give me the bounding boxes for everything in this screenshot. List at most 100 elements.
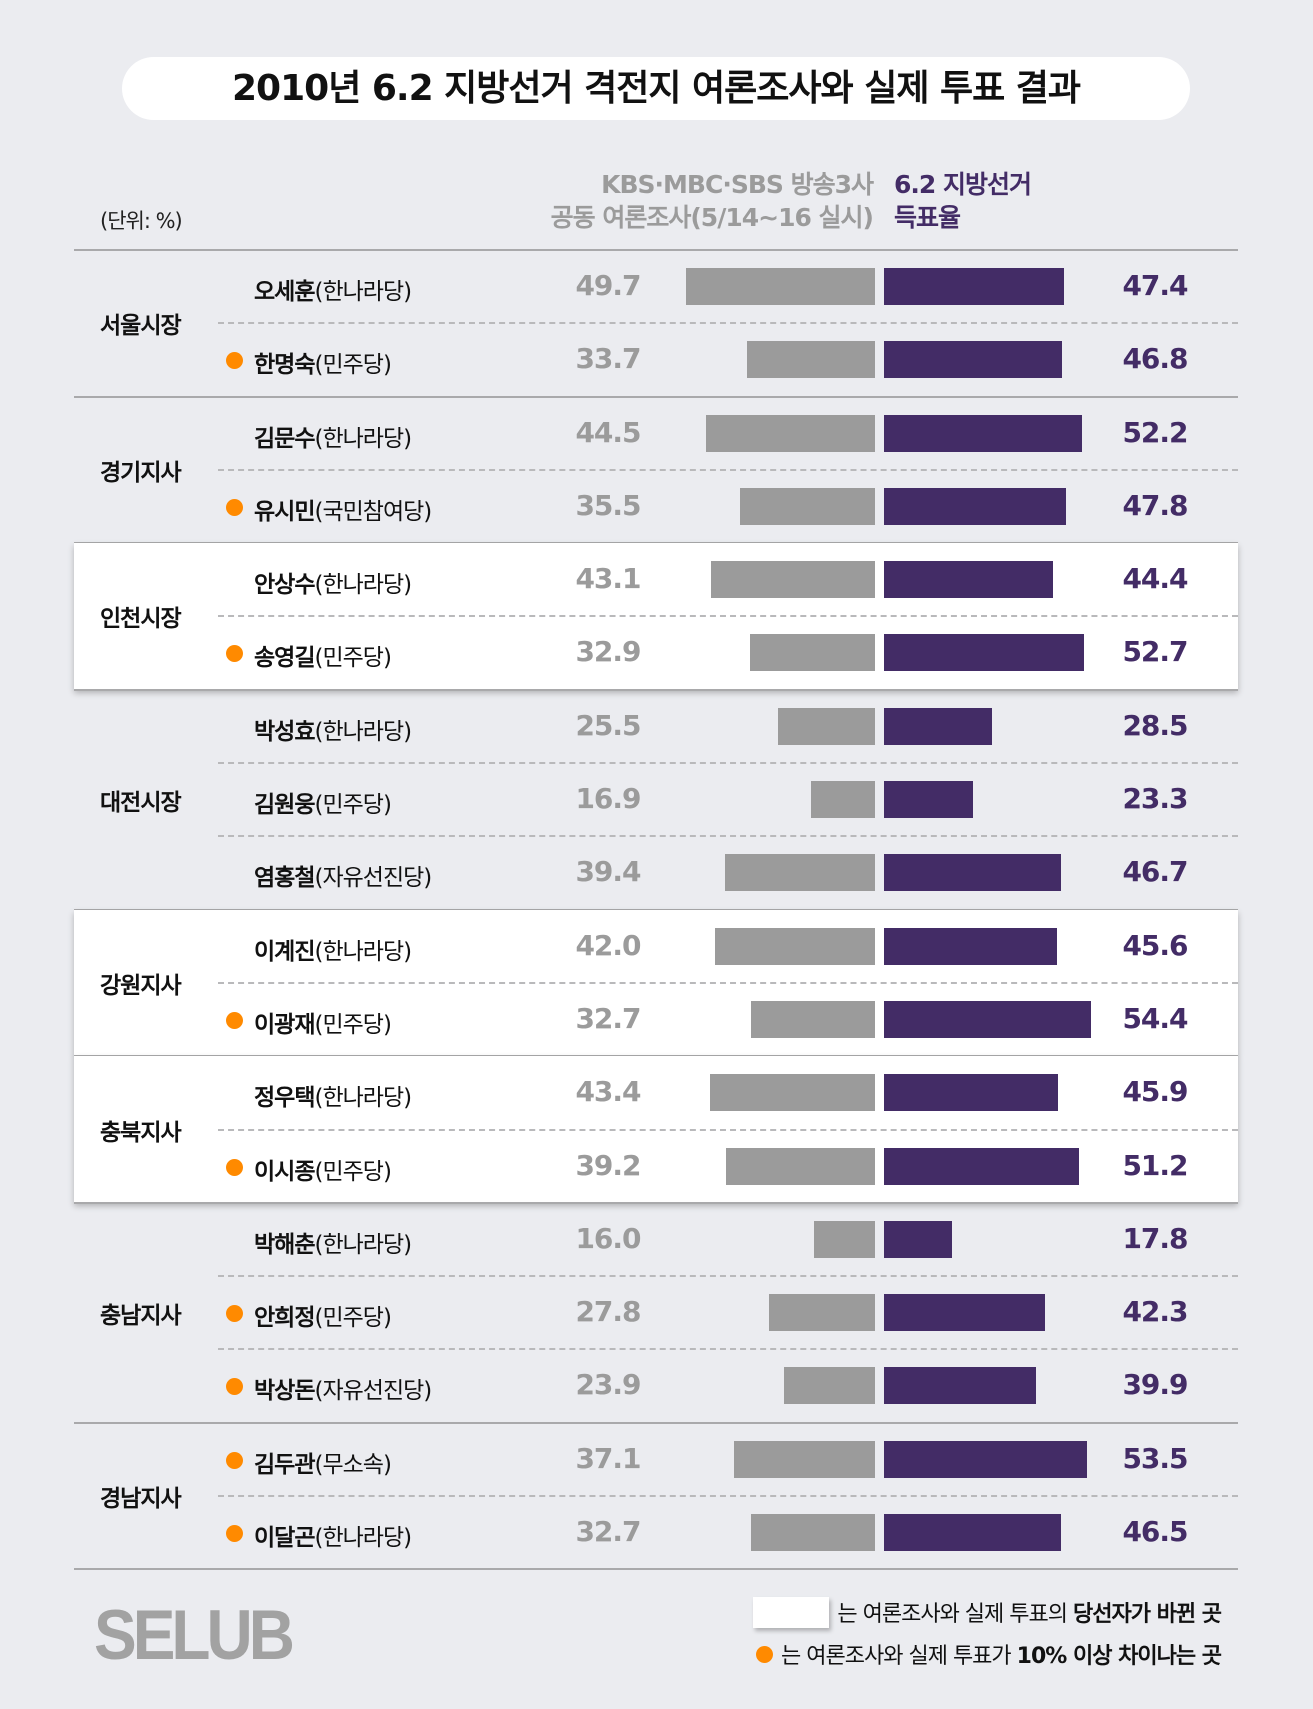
- poll-value-label: 32.7: [575, 1001, 641, 1035]
- candidate-party: (한나라당): [314, 718, 412, 745]
- row-divider: [218, 1348, 1238, 1351]
- row-divider: [218, 1275, 1238, 1278]
- vote-bar: [884, 1440, 1088, 1478]
- vote-value-label: 46.5: [1122, 1515, 1188, 1549]
- unit-label: (단위: %): [100, 209, 183, 233]
- candidate-row: 이계진(한나라당) 42.0 45.6: [74, 910, 1238, 983]
- candidate-name-text: 송영길: [254, 645, 315, 672]
- vote-header-line2: 득표율: [894, 203, 961, 232]
- vote-bar: [884, 1514, 1061, 1552]
- row-divider: [218, 981, 1238, 984]
- orange-dot-icon: [226, 645, 243, 663]
- poll-bar: [810, 781, 875, 819]
- vote-value-label: 45.6: [1122, 928, 1188, 962]
- legend-dot-text: 는 여론조사와 실제 투표가 10% 이상 차이나는 곳: [781, 1644, 1222, 1669]
- poll-value-label: 16.9: [575, 782, 641, 816]
- poll-bar: [726, 1147, 875, 1185]
- candidate-party: (민주당): [314, 1158, 391, 1185]
- candidate-name: 이계진(한나라당): [254, 932, 412, 966]
- vote-bar: [884, 341, 1062, 379]
- candidate-name-text: 한명숙: [254, 352, 315, 379]
- vote-value-label: 53.5: [1122, 1441, 1188, 1475]
- vote-bar: [884, 487, 1066, 525]
- poll-bar: [715, 927, 875, 965]
- candidate-party: (무소속): [314, 1451, 391, 1478]
- candidate-row: 김문수(한나라당) 44.5 52.2: [74, 397, 1238, 470]
- candidate-row: 박해춘(한나라당) 16.0 17.8: [74, 1203, 1238, 1276]
- vote-bar: [884, 414, 1083, 452]
- vote-bar: [884, 1147, 1079, 1185]
- candidate-name-text: 정우택: [254, 1085, 315, 1112]
- poll-value-label: 49.7: [575, 269, 641, 302]
- region-group: 충북지사 정우택(한나라당) 43.4 45.9 이시종(민주당) 39.2 51.2: [74, 1056, 1238, 1203]
- candidate-name-text: 안희정: [254, 1305, 315, 1332]
- row-divider: [218, 1128, 1238, 1131]
- candidate-name-text: 김두관: [254, 1451, 315, 1478]
- region-label: 충남지사: [100, 1302, 182, 1329]
- selub-logo: SELUB: [94, 1595, 295, 1675]
- candidate-party: (민주당): [314, 645, 391, 672]
- candidate-row: 한명숙(민주당) 33.7 46.8: [74, 323, 1238, 396]
- divider-line: [74, 249, 1238, 251]
- vote-bar: [884, 1074, 1059, 1112]
- candidate-row: 안희정(민주당) 27.8 42.3: [74, 1276, 1238, 1349]
- row-divider: [218, 762, 1238, 765]
- poll-bar: [749, 634, 875, 672]
- candidate-name: 박성효(한나라당): [254, 712, 412, 746]
- candidate-name-text: 이달곤: [254, 1525, 315, 1552]
- candidate-party: (국민참여당): [314, 498, 432, 525]
- region-group: 서울시장 오세훈(한나라당) 49.7 47.4 한명숙(민주당) 33.7 46.8: [74, 250, 1238, 397]
- orange-dot-icon: [226, 1451, 243, 1469]
- legend-orange-dot-icon: [756, 1645, 774, 1663]
- vote-bar: [884, 1220, 952, 1258]
- candidate-party: (자유선진당): [314, 1378, 432, 1405]
- candidate-row: 염홍철(자유선진당) 39.4 46.7: [74, 836, 1238, 909]
- vote-bar: [884, 268, 1065, 305]
- vote-value-label: 45.9: [1122, 1075, 1188, 1109]
- region-group: 충남지사 박해춘(한나라당) 16.0 17.8 안희정(민주당) 27.8 42.3 박상돈…: [74, 1203, 1238, 1423]
- vote-bar: [884, 927, 1058, 965]
- region-label: 경기지사: [100, 459, 182, 486]
- candidate-party: (한나라당): [314, 425, 412, 452]
- candidate-name: 유시민(국민참여당): [254, 492, 432, 526]
- region-label: 서울시장: [100, 313, 182, 340]
- region-group: 경남지사 김두관(무소속) 37.1 53.5 이달곤(한나라당) 32.7 46.5: [74, 1423, 1238, 1570]
- vote-bar: [884, 1367, 1036, 1405]
- region-group: 인천시장 안상수(한나라당) 43.1 44.4 송영길(민주당) 32.9 52.7: [74, 543, 1238, 690]
- candidate-name-text: 이시종: [254, 1158, 315, 1185]
- candidate-row: 오세훈(한나라당) 49.7 47.4: [74, 250, 1238, 323]
- vote-bar: [884, 781, 973, 819]
- orange-dot-icon: [226, 352, 243, 370]
- poll-bar: [711, 561, 875, 599]
- region-group: 강원지사 이계진(한나라당) 42.0 45.6 이광재(민주당) 32.7 54.4: [74, 909, 1238, 1057]
- poll-value-label: 37.1: [575, 1441, 641, 1475]
- vote-header-line1: 6.2 지방선거: [894, 170, 1032, 199]
- legend-white-text: 는 여론조사와 실제 투표의 당선자가 바뀐 곳: [837, 1602, 1222, 1627]
- poll-value-label: 43.4: [575, 1075, 641, 1109]
- candidate-row: 김원웅(민주당) 16.9 23.3: [74, 763, 1238, 836]
- vote-bar: [884, 561, 1053, 599]
- poll-value-label: 27.8: [575, 1295, 641, 1329]
- row-divider: [218, 615, 1238, 618]
- region-group: 대전시장 박성효(한나라당) 25.5 28.5 김원웅(민주당) 16.9 23.3 염홍철…: [74, 690, 1238, 910]
- poll-bar: [746, 341, 875, 379]
- vote-value-label: 52.7: [1122, 635, 1188, 669]
- poll-value-label: 16.0: [575, 1221, 641, 1255]
- poll-bar: [769, 1294, 875, 1332]
- candidate-row: 이광재(민주당) 32.7 54.4: [74, 983, 1238, 1056]
- candidate-party: (민주당): [314, 352, 391, 379]
- chart-title: 2010년 6.2 지방선거 격전지 여론조사와 실제 투표 결과: [122, 57, 1190, 120]
- candidate-party: (한나라당): [314, 572, 412, 599]
- poll-value-label: 43.1: [575, 562, 641, 596]
- poll-value-label: 44.5: [575, 415, 641, 449]
- poll-bar: [734, 1440, 875, 1478]
- orange-dot-icon: [226, 1011, 243, 1029]
- vote-value-label: 28.5: [1122, 708, 1188, 742]
- poll-bar: [710, 1074, 875, 1112]
- candidate-name: 박상돈(자유선진당): [254, 1371, 432, 1405]
- candidate-name-text: 이계진: [254, 938, 315, 965]
- poll-header-line2: 공동 여론조사(5/14~16 실시): [550, 203, 874, 232]
- candidate-name-text: 김문수: [254, 425, 315, 452]
- candidate-name: 정우택(한나라당): [254, 1078, 412, 1112]
- vote-bar: [884, 1294, 1045, 1332]
